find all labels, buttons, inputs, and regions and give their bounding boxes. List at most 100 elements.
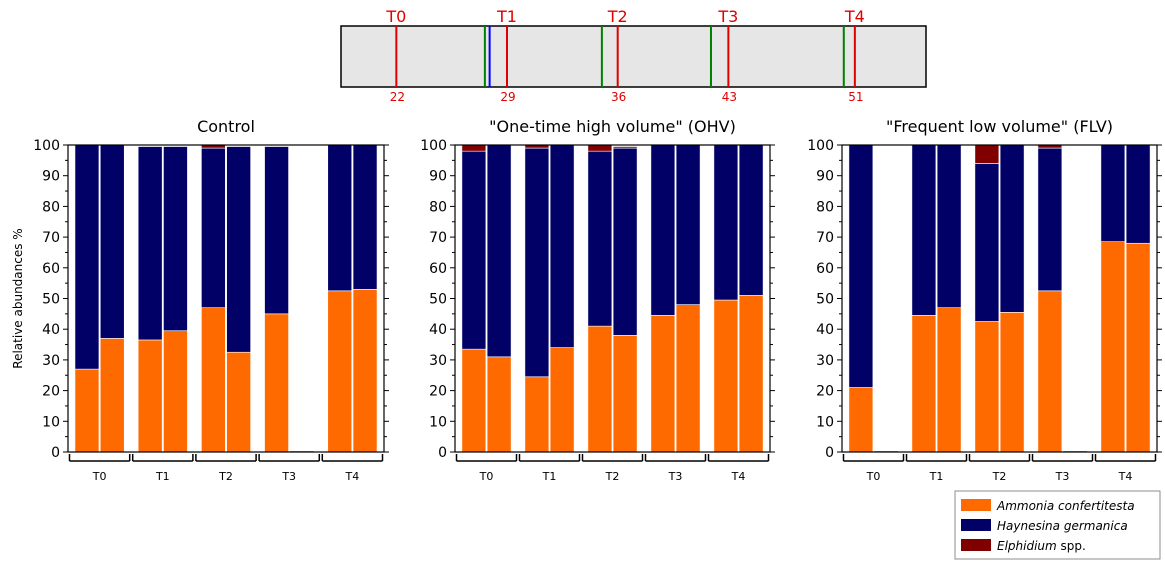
bar-T0-1-ammonia [74,368,100,453]
bar-T4-1-ammonia [327,290,353,453]
y-tick-label: 100 [33,138,60,154]
y-tick-label: 40 [429,322,447,338]
x-tick-label-T0: T0 [866,470,881,483]
y-tick-label: 90 [816,169,834,185]
y-axis-label: Relative abundances % [11,228,25,368]
x-tick-label-T2: T2 [218,470,233,483]
timeline-label-T0: T0 [385,7,406,26]
bar-T2-2-haynesina [226,146,251,353]
timeline: T0 22 T1 29 T2 36 T3 43 T4 51 [340,7,927,104]
y-tick-label: 10 [42,414,60,430]
bar-T3-1-haynesina [264,146,289,315]
bar-T3-1-ammonia [1037,290,1063,453]
legend-swatch-elphidium [961,539,991,551]
timeline-label-T4: T4 [844,7,865,26]
y-tick-label: 90 [429,169,447,185]
bar-T4-1-haynesina [1100,144,1126,243]
y-tick-label: 40 [42,322,60,338]
bar-T4-2-haynesina [1125,144,1151,244]
x-tick-label-T4: T4 [1118,470,1133,483]
x-tick-label-T3: T3 [281,470,296,483]
panels: Control Relative abundances % 0 10 20 30 40 50 6… [11,117,1162,483]
panel-2: "Frequent low volume" (FLV) 0 10 20 30 40 50 60… [807,117,1162,483]
bar-T4-2-ammonia [1125,242,1151,453]
bar-T4-1-ammonia [1100,241,1126,453]
bar-T4-2-ammonia [738,295,764,453]
y-tick-label: 80 [42,199,60,215]
bar-T1-2-ammonia [549,347,575,453]
y-tick-label: 60 [429,261,447,277]
legend-label-ammonia: Ammonia confertitesta [996,499,1135,513]
y-tick-label: 20 [42,384,60,400]
timeline-label-T2: T2 [607,7,628,26]
bar-T3-2-haynesina [675,144,701,305]
bar-T1-2-haynesina [163,146,188,332]
y-tick-label: 30 [42,353,60,369]
x-tick-label-T2: T2 [605,470,620,483]
bar-T2-2-ammonia [226,351,251,453]
y-tick-label: 40 [816,322,834,338]
y-tick-label: 10 [429,414,447,430]
y-tick-label: 0 [51,445,60,461]
bar-T1-1-haynesina [524,147,550,378]
y-tick-label: 100 [420,138,447,154]
bars [74,144,378,453]
bar-T3-1-haynesina [1037,147,1063,292]
y-tick-label: 30 [429,353,447,369]
x-tick-label-T1: T1 [542,470,557,483]
bar-T0-1-haynesina [461,150,487,350]
y-tick-label: 20 [816,384,834,400]
y-tick-label: 20 [429,384,447,400]
y-tick-label: 0 [825,445,834,461]
legend-label-italic: Haynesina germanica [997,519,1128,533]
x-tick-label-T3: T3 [668,470,683,483]
bar-T1-1-haynesina [911,144,937,316]
timeline-label-T1: T1 [496,7,517,26]
bar-T2-1-haynesina [201,147,226,309]
bar-T0-1-elphidium [461,144,487,152]
y-tick-label: 80 [816,199,834,215]
bar-T2-1-ammonia [201,307,226,453]
bar-T0-1-haynesina [74,144,100,370]
bar-T4-2-ammonia [352,288,378,453]
bars [848,144,1151,453]
bar-T0-1-ammonia [461,348,487,453]
bar-T4-2-haynesina [738,144,764,296]
bar-T0-2-ammonia [99,338,125,453]
timeline-day-T1: 29 [500,90,515,104]
y-tick-label: 30 [816,353,834,369]
bar-T4-1-ammonia [713,299,739,453]
x-tick-label-T0: T0 [479,470,494,483]
panel-1: "One-time high volume" (OHV) 0 10 20 30 40 50 6… [420,117,775,483]
x-tick-label-T3: T3 [1055,470,1070,483]
legend-label-haynesina: Haynesina germanica [997,519,1128,533]
bar-T0-1-haynesina [848,144,874,388]
panel-title: "One-time high volume" (OHV) [489,117,736,136]
legend-label-italic: Elphidium [997,539,1057,553]
bar-T2-2-elphidium [612,146,638,149]
y-tick-label: 70 [42,230,60,246]
y-tick-label: 0 [438,445,447,461]
y-tick-label: 70 [816,230,834,246]
bar-T1-1-ammonia [911,315,937,453]
bar-T0-1-ammonia [848,387,874,453]
bar-T2-1-haynesina [587,150,613,327]
y-tick-label: 10 [816,414,834,430]
bar-T2-2-haynesina [999,144,1025,313]
legend-swatch-ammonia [961,499,991,511]
timeline-bar [340,25,927,88]
legend-swatch-haynesina [961,519,991,531]
legend-label-italic: Ammonia confertitesta [996,499,1135,513]
legend: Ammonia confertitesta Haynesina germanica… [954,490,1161,560]
bar-T1-2-haynesina [549,144,575,348]
panel-title: "Frequent low volume" (FLV) [886,117,1113,136]
y-tick-label: 70 [429,230,447,246]
y-tick-label: 50 [816,292,834,308]
x-tick-label-T4: T4 [731,470,746,483]
bar-T1-1-ammonia [137,339,163,453]
bar-T2-2-ammonia [612,335,638,453]
y-tick-label: 80 [429,199,447,215]
bar-T1-2-ammonia [936,307,962,453]
legend-label-plain: spp. [1057,539,1086,553]
